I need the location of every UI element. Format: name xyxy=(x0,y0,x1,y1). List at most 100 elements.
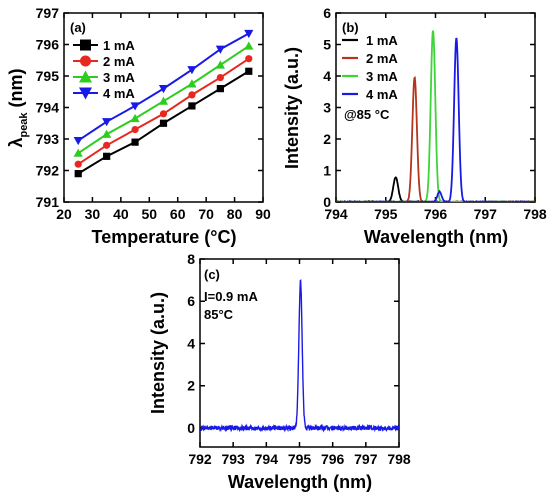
y-tick-label: 0 xyxy=(323,194,331,210)
panel-b-ylabel: Intensity (a.u.) xyxy=(282,47,302,169)
y-tick-label: 6 xyxy=(187,293,195,309)
panel-c-ticks: 792 793 794 795 796 797 798 0 2 4 6 8 xyxy=(187,251,411,467)
data-point xyxy=(245,55,253,63)
panel-b-label: (b) xyxy=(342,20,359,35)
data-point xyxy=(74,160,82,168)
panel-c-xlabel: Wavelength (nm) xyxy=(228,472,372,492)
data-point xyxy=(159,110,168,118)
x-tick-label: 798 xyxy=(523,206,547,222)
data-point xyxy=(244,41,254,50)
x-tick-label: 793 xyxy=(221,451,245,467)
y-tick-label: 2 xyxy=(187,378,195,394)
y-tick-label: 5 xyxy=(323,37,331,53)
data-point xyxy=(103,141,111,149)
data-point xyxy=(158,96,169,105)
panel-b-annotation: @85 °C xyxy=(344,107,390,122)
legend-label: 2 mA xyxy=(366,51,398,66)
panel-c-label: (c) xyxy=(204,267,220,282)
data-point xyxy=(245,67,253,75)
x-tick-label: 40 xyxy=(113,206,129,222)
panel-b-legend: 1 mA 2 mA 3 mA 4 mA xyxy=(342,33,398,102)
x-tick-label: 794 xyxy=(255,451,279,467)
panel-a: 20 30 40 50 60 70 80 90 791 792 793 794 795 796 797 (a… xyxy=(6,5,271,247)
panel-b-ticks: 794 795 796 797 798 0 1 2 3 4 5 6 xyxy=(323,5,547,222)
y-tick-label: 1 xyxy=(323,163,331,179)
panel-b-xlabel: Wavelength (nm) xyxy=(364,227,508,247)
x-tick-label: 80 xyxy=(227,206,243,222)
data-point xyxy=(131,138,139,146)
y-tick-label: 793 xyxy=(36,131,60,147)
panel-a-ylabel-unit: (nm) xyxy=(6,68,26,112)
y-tick-label: 792 xyxy=(36,163,60,179)
data-point xyxy=(244,29,254,39)
data-point xyxy=(103,152,111,160)
x-tick-label: 90 xyxy=(255,206,271,222)
data-point xyxy=(215,45,225,54)
data-point xyxy=(73,136,83,146)
x-tick-label: 797 xyxy=(474,206,498,222)
panel-a-label: (a) xyxy=(70,20,86,35)
y-tick-label: 794 xyxy=(36,100,60,116)
spectrum-line xyxy=(336,30,535,202)
data-point xyxy=(216,73,224,82)
data-point xyxy=(80,39,91,51)
legend-label: 4 mA xyxy=(103,86,135,101)
data-point xyxy=(79,70,92,83)
panel-c-plot-area xyxy=(200,278,399,433)
x-tick-label: 795 xyxy=(374,206,398,222)
y-tick-label: 0 xyxy=(187,420,195,436)
y-tick-label: 797 xyxy=(36,5,60,21)
y-tick-label: 795 xyxy=(36,68,60,84)
data-point xyxy=(130,113,140,123)
y-tick-label: 4 xyxy=(187,335,195,351)
panel-c-annotation-temp: 85°C xyxy=(204,307,234,322)
panel-a-plot-area xyxy=(73,29,254,178)
x-tick-label: 30 xyxy=(85,206,101,222)
panel-a-ylabel-lambda: λ xyxy=(6,138,26,148)
panel-a-ticks: 20 30 40 50 60 70 80 90 791 792 793 794 795 796 797 xyxy=(36,5,271,222)
y-tick-label: 6 xyxy=(323,5,331,21)
panel-c-ylabel: Intensity (a.u.) xyxy=(148,292,168,414)
y-tick-label: 3 xyxy=(323,100,331,116)
data-point xyxy=(188,91,196,99)
spectrum-line xyxy=(200,278,399,433)
legend-label: 2 mA xyxy=(103,54,135,69)
legend-label: 3 mA xyxy=(103,70,135,85)
x-tick-label: 798 xyxy=(387,451,411,467)
x-tick-label: 796 xyxy=(321,451,345,467)
x-tick-label: 70 xyxy=(198,206,214,222)
panel-a-ylabel-sub: peak xyxy=(18,112,30,138)
x-tick-label: 792 xyxy=(188,451,212,467)
x-tick-label: 20 xyxy=(56,206,72,222)
legend-label: 4 mA xyxy=(366,87,398,102)
x-tick-label: 797 xyxy=(354,451,378,467)
spectrum-line xyxy=(336,37,535,202)
data-point xyxy=(130,102,140,111)
legend-label: 3 mA xyxy=(366,69,398,84)
data-point xyxy=(80,55,91,67)
x-tick-label: 794 xyxy=(324,206,348,222)
panel-b-plot-area xyxy=(336,30,535,202)
x-tick-label: 50 xyxy=(141,206,157,222)
y-tick-label: 796 xyxy=(36,37,60,53)
data-point xyxy=(187,79,197,88)
panel-b: 794 795 796 797 798 0 1 2 3 4 5 6 (b) 1 mA 2 mA 3 mA 4… xyxy=(282,5,547,247)
data-point xyxy=(159,119,168,127)
panel-c-annotation-current: I=0.9 mA xyxy=(204,289,258,304)
x-tick-label: 795 xyxy=(288,451,312,467)
panel-a-xlabel: Temperature (°C) xyxy=(92,227,237,247)
panel-a-legend: 1 mA2 mA3 mA4 mA xyxy=(73,38,135,101)
x-tick-label: 796 xyxy=(424,206,448,222)
data-point xyxy=(215,60,225,69)
x-tick-label: 60 xyxy=(170,206,186,222)
data-point xyxy=(73,148,83,157)
y-tick-label: 4 xyxy=(323,68,331,84)
y-tick-label: 2 xyxy=(323,131,331,147)
y-tick-label: 8 xyxy=(187,251,195,267)
legend-label: 1 mA xyxy=(366,33,398,48)
legend-label: 1 mA xyxy=(103,38,135,53)
data-point xyxy=(102,118,112,127)
y-tick-label: 791 xyxy=(36,194,60,210)
